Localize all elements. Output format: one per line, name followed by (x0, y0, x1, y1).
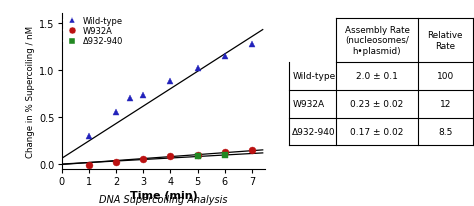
X-axis label: Time (min): Time (min) (130, 190, 197, 200)
Text: Assembly Rate
(nucleosomes/
h•plasmid): Assembly Rate (nucleosomes/ h•plasmid) (345, 26, 410, 55)
Text: Wild-type: Wild-type (292, 72, 336, 81)
Text: Δ932-940: Δ932-940 (292, 127, 336, 136)
Text: 8.5: 8.5 (438, 127, 453, 136)
Legend: Wild-type, W932A, Δ932-940: Wild-type, W932A, Δ932-940 (64, 17, 123, 46)
Text: W932A: W932A (292, 99, 324, 109)
Text: 2.0 ± 0.1: 2.0 ± 0.1 (356, 72, 398, 81)
Text: DNA Supercoiling Analysis: DNA Supercoiling Analysis (99, 194, 228, 204)
Text: 12: 12 (439, 99, 451, 109)
Text: 0.17 ± 0.02: 0.17 ± 0.02 (350, 127, 404, 136)
Y-axis label: Change in % Supercoiling / nM: Change in % Supercoiling / nM (26, 26, 35, 157)
Text: 100: 100 (437, 72, 454, 81)
Text: Relative
Rate: Relative Rate (428, 31, 463, 50)
Text: 0.23 ± 0.02: 0.23 ± 0.02 (350, 99, 404, 109)
